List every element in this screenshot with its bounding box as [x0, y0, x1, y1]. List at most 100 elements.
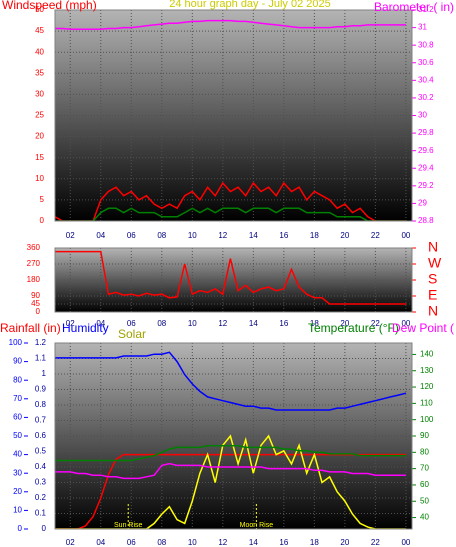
y-tick-label: S [428, 271, 437, 287]
annotation-label: Sun Rise [114, 522, 143, 529]
series-line [55, 250, 406, 305]
y-tick-label: E [428, 287, 437, 303]
x-tick-label: 12 [218, 319, 227, 328]
y-tick-label: 29 [418, 199, 427, 208]
y-tick-label: 60 [420, 480, 429, 489]
y-tick-label: 50 [420, 496, 429, 505]
x-tick-label: 08 [157, 231, 166, 240]
series-line [55, 462, 406, 480]
x-tick-label: 20 [340, 231, 349, 240]
y-tick-label: N [428, 303, 438, 319]
y-tick-label: 360 [27, 243, 41, 252]
y-tick-label: W [428, 255, 442, 271]
y-tick-label: 140 [420, 350, 434, 359]
series-layer [55, 19, 406, 221]
series-line [55, 207, 406, 221]
y-tick-label: 29.4 [418, 163, 434, 172]
series-line [55, 351, 407, 411]
series-layer [55, 250, 406, 305]
y-tick-label: 120 [420, 382, 434, 391]
legend-label: Humidity [62, 321, 109, 335]
y-tick-label: 1.2 [35, 338, 47, 347]
y-tick-label: 40 [35, 47, 44, 56]
y-tick-label: 45 [35, 26, 44, 35]
y-tick-label: 100 [420, 415, 434, 424]
x-tick-label: 06 [127, 319, 136, 328]
y-tick-label: 31 [418, 23, 427, 32]
y-tick-label: 50 [35, 5, 44, 14]
legend-label: Solar [118, 327, 146, 341]
y-tick-label: 70 [420, 464, 429, 473]
y-tick-label: 130 [420, 366, 434, 375]
x-tick-label: 04 [96, 538, 105, 547]
x-tick-label: 16 [279, 231, 288, 240]
y-tick-label: 40 [420, 513, 429, 522]
x-tick-label: 14 [249, 538, 258, 547]
y-tick-label: 0.9 [35, 385, 47, 394]
x-tick-label: 02 [66, 231, 75, 240]
y-tick-label: 0 [40, 216, 45, 225]
y-tick-label: 20 [35, 132, 44, 141]
x-tick-label: 06 [127, 231, 136, 240]
y-tick-label: 29.6 [418, 146, 434, 155]
x-tick-label: 16 [279, 538, 288, 547]
y-tick-label: 0.4 [35, 462, 47, 471]
x-tick-label: 00 [401, 319, 410, 328]
y-tick-label: 80 [13, 375, 22, 384]
chart-title: 24 hour graph day - July 02 2025 [169, 0, 330, 10]
y-tick-label: 30.4 [418, 75, 434, 84]
y-tick-label: 30 [418, 111, 427, 120]
x-tick-label: 22 [371, 538, 380, 547]
x-tick-label: 06 [127, 538, 136, 547]
y-tick-label: 29.2 [418, 181, 434, 190]
series-line [55, 181, 406, 221]
y-tick-label: 90 [420, 431, 429, 440]
y-tick-label: 30 [35, 90, 44, 99]
x-tick-label: 22 [371, 231, 380, 240]
x-tick-label: 08 [157, 319, 166, 328]
y-tick-label: 20 [13, 487, 22, 496]
series-layer [55, 351, 407, 529]
x-tick-label: 20 [340, 319, 349, 328]
y-tick-label: 80 [420, 447, 429, 456]
y-tick-label: 0.2 [35, 493, 47, 502]
y-tick-label: 0 [42, 524, 47, 533]
y-tick-label: 0 [18, 524, 23, 533]
y-tick-label: 30.2 [418, 93, 434, 102]
y-tick-label: 5 [40, 195, 45, 204]
y-tick-label: 30.8 [418, 40, 434, 49]
y-tick-label: 70 [13, 394, 22, 403]
y-tick-label: 60 [13, 413, 22, 422]
y-tick-label: 1.1 [35, 354, 47, 363]
y-tick-label: 35 [35, 68, 44, 77]
x-tick-label: 10 [188, 538, 197, 547]
y-tick-label: 270 [27, 259, 41, 268]
y-tick-label: 10 [13, 506, 22, 515]
x-tick-label: 14 [249, 319, 258, 328]
y-tick-label: 40 [13, 450, 22, 459]
x-tick-label: 18 [310, 231, 319, 240]
y-tick-label: 0.8 [35, 400, 47, 409]
x-tick-label: 16 [279, 319, 288, 328]
y-tick-label: 110 [420, 398, 433, 407]
x-tick-label: 02 [66, 319, 75, 328]
annotation-label: Moon Rise [240, 522, 274, 529]
y-tick-label: 15 [35, 153, 44, 162]
y-tick-label: N [428, 239, 438, 255]
x-tick-label: 18 [310, 319, 319, 328]
y-axis-label: Windspeed (mph) [2, 0, 97, 12]
x-tick-label: 00 [401, 231, 410, 240]
x-tick-label: 20 [340, 538, 349, 547]
y-tick-label: 0 [36, 307, 41, 316]
y-tick-label: 25 [35, 111, 44, 120]
plot-border [54, 247, 413, 313]
y-tick-label: 45 [31, 299, 40, 308]
y-tick-label: 30 [13, 468, 22, 477]
y-tick-label: 50 [13, 431, 22, 440]
x-tick-label: 12 [218, 231, 227, 240]
y-tick-label: 0.6 [35, 431, 47, 440]
y2-axis-label: Barometer ( in) [374, 0, 454, 14]
x-tick-label: 04 [96, 319, 105, 328]
x-tick-label: 14 [249, 231, 258, 240]
y-tick-label: 30.6 [418, 58, 434, 67]
